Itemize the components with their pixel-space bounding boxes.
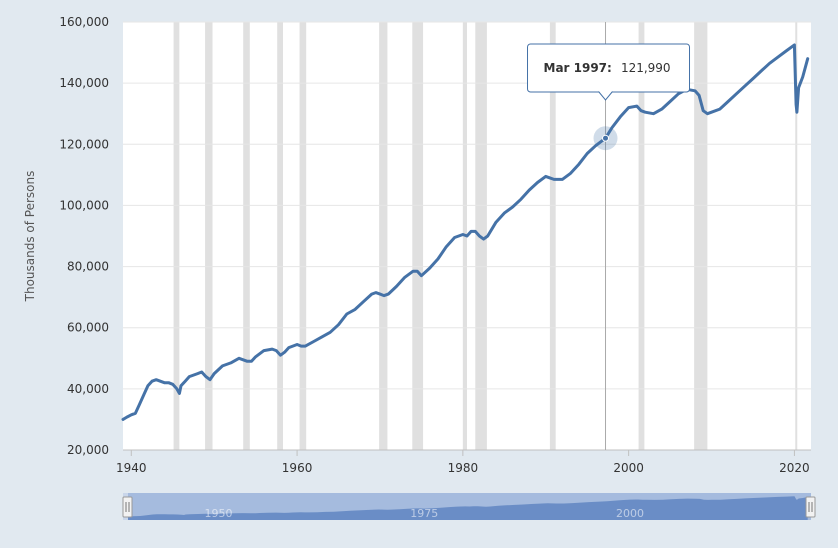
- recession-band: [549, 22, 556, 450]
- x-tick-label: 2000: [613, 461, 644, 475]
- tooltip-text: Mar 1997: 121,990: [544, 57, 671, 76]
- y-tick-label: 120,000: [59, 137, 109, 151]
- recession-band: [173, 22, 180, 450]
- tooltip: Mar 1997: 121,990: [527, 43, 691, 101]
- navigator-label: 1950: [205, 507, 233, 520]
- navigator-label: 2000: [616, 507, 644, 520]
- recession-band: [243, 22, 250, 450]
- tooltip-date: Mar 1997:: [544, 61, 612, 75]
- x-tick-label: 1980: [448, 461, 479, 475]
- recession-band: [638, 22, 645, 450]
- series-line[interactable]: [121, 43, 810, 421]
- x-tick-label: 1940: [116, 461, 147, 475]
- x-tick-label: 1960: [282, 461, 313, 475]
- y-tick-label: 60,000: [67, 321, 109, 335]
- recession-band: [379, 22, 388, 450]
- hover-point[interactable]: [602, 134, 610, 142]
- tooltip-pointer: [598, 91, 613, 101]
- navigator-handle-left[interactable]: [122, 496, 133, 518]
- y-tick-label: 20,000: [67, 443, 109, 457]
- tooltip-value: 121,990: [621, 61, 671, 75]
- navigator-label: 1975: [410, 507, 438, 520]
- navigator-series: [128, 496, 808, 520]
- y-tick-label: 80,000: [67, 260, 109, 274]
- y-tick-label: 160,000: [59, 15, 109, 29]
- recession-band: [205, 22, 213, 450]
- y-tick-label: 100,000: [59, 198, 109, 212]
- left-handle-box[interactable]: [122, 496, 133, 518]
- y-tick-label: 140,000: [59, 76, 109, 90]
- recession-band: [277, 22, 283, 450]
- navigator-handle-right[interactable]: [805, 496, 816, 518]
- y-axis-ticks: 20,000 40,000 60,000 80,000 100,000 120,000 14…: [59, 15, 109, 457]
- range-navigator[interactable]: 1950 1975 2000: [122, 493, 816, 520]
- recession-band: [694, 22, 708, 450]
- right-handle-box[interactable]: [805, 496, 816, 518]
- recession-band: [412, 22, 424, 450]
- x-axis-ticks: 1940 1960 1980 2000 2020: [116, 450, 810, 475]
- x-tick-label: 2020: [779, 461, 810, 475]
- y-tick-label: 40,000: [67, 382, 109, 396]
- recession-band: [795, 22, 798, 450]
- recession-band: [299, 22, 307, 450]
- navigator-labels: 1950 1975 2000: [205, 507, 644, 520]
- grid-lines: [123, 21, 811, 390]
- y-axis-label: Thousands of Persons: [23, 171, 37, 303]
